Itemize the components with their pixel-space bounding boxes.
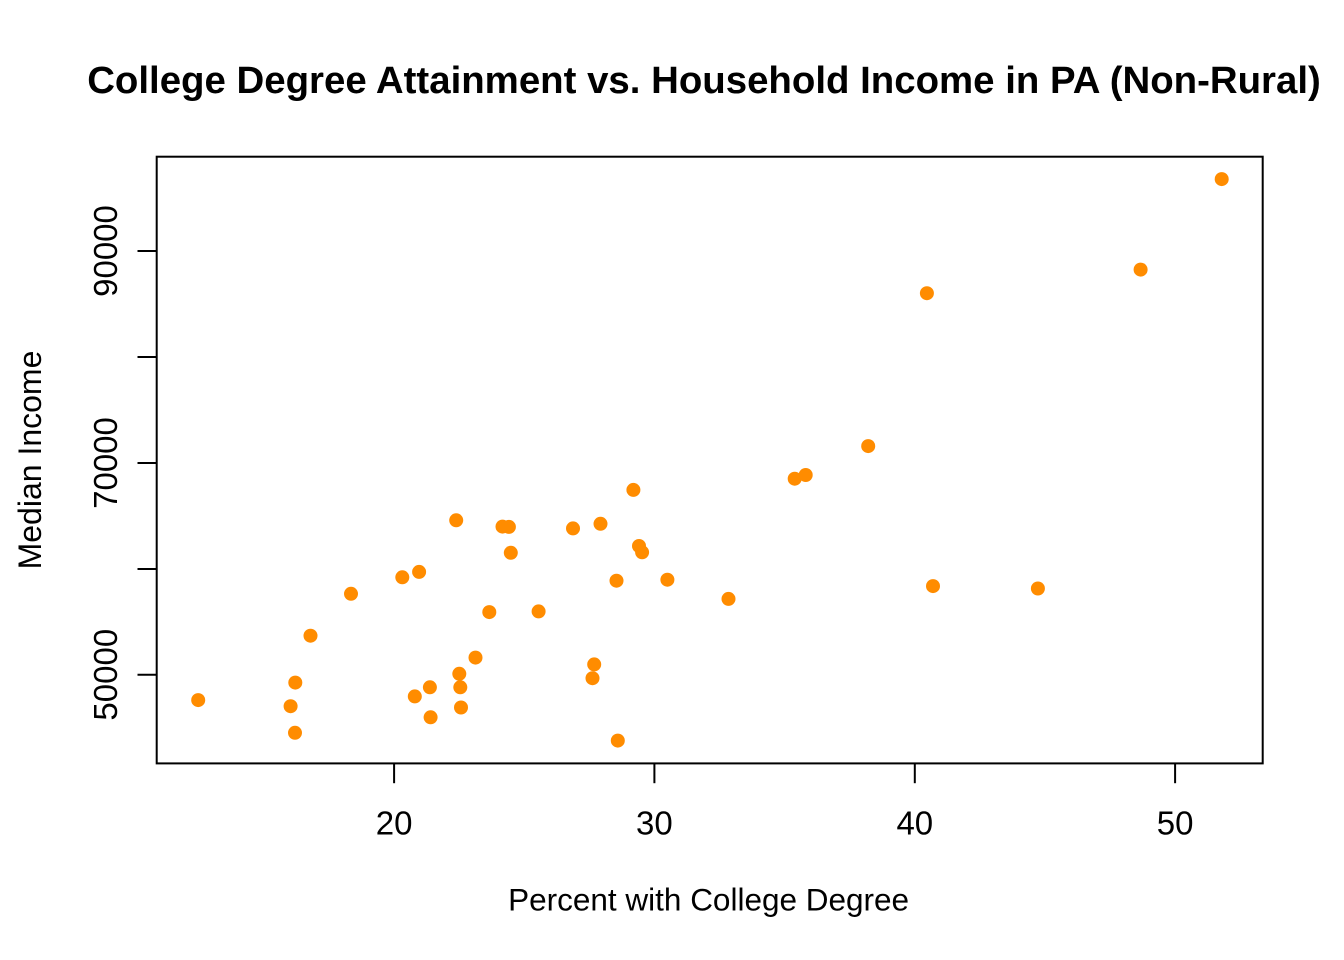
svg-text:40: 40 (896, 804, 933, 841)
svg-text:50: 50 (1157, 804, 1194, 841)
svg-text:90000: 90000 (87, 205, 124, 297)
svg-text:30: 30 (636, 804, 673, 841)
svg-text:Percent with College Degree: Percent with College Degree (508, 882, 909, 918)
svg-text:20: 20 (376, 804, 413, 841)
svg-text:50000: 50000 (87, 629, 124, 721)
svg-text:70000: 70000 (87, 417, 124, 509)
svg-text:College Degree Attainment vs.: College Degree Attainment vs. Household … (87, 59, 1321, 102)
svg-text:Median Income: Median Income (12, 351, 48, 570)
